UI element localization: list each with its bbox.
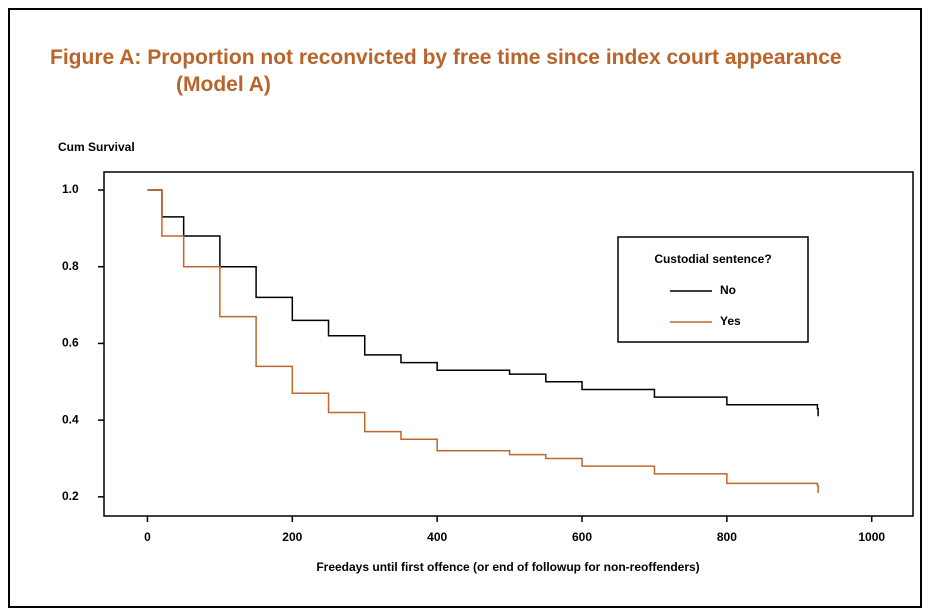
y-tick-label: 0.8	[62, 259, 79, 273]
y-tick-label: 0.6	[62, 336, 79, 350]
y-tick-label: 0.2	[62, 489, 79, 503]
legend	[617, 236, 809, 343]
x-tick-label: 600	[572, 530, 592, 544]
chart-title: Figure A: Proportion not reconvicted by …	[50, 46, 842, 96]
survival-line	[147, 189, 819, 493]
legend-title: Custodial sentence?	[654, 252, 771, 266]
legend-label: Yes	[720, 314, 741, 328]
y-tick-label: 0.4	[62, 412, 79, 426]
legend-label: No	[720, 283, 736, 297]
y-axis-label: Cum Survival	[58, 140, 135, 154]
plot-area	[103, 171, 914, 517]
frame	[8, 8, 922, 608]
survival-line	[147, 189, 819, 417]
x-tick-label: 0	[144, 530, 151, 544]
y-tick-label: 1.0	[62, 182, 79, 196]
x-tick-label: 400	[427, 530, 447, 544]
x-tick-label: 200	[282, 530, 302, 544]
x-tick-label: 800	[717, 530, 737, 544]
x-tick-label: 1000	[858, 530, 885, 544]
x-axis-label: Freedays until first offence (or end of …	[316, 560, 699, 574]
